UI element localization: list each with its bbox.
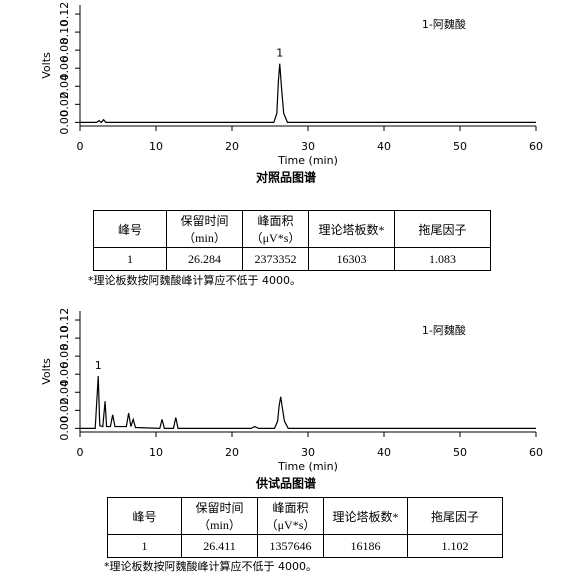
y-tick-label: 0.08 <box>58 344 71 369</box>
header-cell: 拖尾因子 <box>407 497 503 535</box>
cell: 1.083 <box>394 247 491 271</box>
y-tick-label: 0.00 <box>58 110 71 135</box>
caption: 对照品图谱 <box>256 170 316 185</box>
x-tick-label: 10 <box>149 140 163 153</box>
x-tick-label: 20 <box>225 446 239 459</box>
note: *理论板数按阿魏酸峰计算应不低于 4000。 <box>88 274 301 287</box>
cell: 16186 <box>323 534 408 558</box>
cell: 1357646 <box>257 534 324 558</box>
table-row: 1 26.284 2373352 16303 1.083 <box>93 247 491 271</box>
annotation: 1-阿魏酸 <box>422 17 466 31</box>
cell: 26.284 <box>166 247 243 271</box>
header-cell: 峰号 <box>93 210 167 248</box>
y-tick-label: 0.00 <box>58 416 71 441</box>
x-tick-label: 10 <box>149 446 163 459</box>
annotation: 1-阿魏酸 <box>422 323 466 337</box>
cell: 1.102 <box>407 534 503 558</box>
y-tick-label: 0.10 <box>58 326 71 351</box>
x-tick-label: 0 <box>77 140 84 153</box>
x-tick-label: 20 <box>225 140 239 153</box>
header-cell: 峰号 <box>107 497 182 535</box>
x-tick-label: 50 <box>453 446 467 459</box>
header-cell: 拖尾因子 <box>394 210 491 248</box>
peak-label: 1 <box>95 359 102 372</box>
header-cell: 峰面积 （μV*s） <box>257 497 324 535</box>
x-tick-label: 40 <box>377 446 391 459</box>
y-tick-label: 0.10 <box>58 20 71 45</box>
x-axis-label: Time (min) <box>277 460 338 473</box>
header-cell: 保留时间 （min） <box>181 497 258 535</box>
x-tick-label: 60 <box>529 140 543 153</box>
header-cell: 保留时间 （min） <box>166 210 243 248</box>
y-tick-label: 0.06 <box>58 56 71 81</box>
header-cell: 理论塔板数* <box>308 210 395 248</box>
x-tick-label: 0 <box>77 446 84 459</box>
table-row: 1 26.411 1357646 16186 1.102 <box>107 534 503 558</box>
y-axis-label: Volts <box>40 52 53 79</box>
y-tick-label: 0.12 <box>58 308 71 333</box>
cell: 1 <box>107 534 182 558</box>
x-tick-label: 60 <box>529 446 543 459</box>
cell: 16303 <box>308 247 395 271</box>
cell: 2373352 <box>242 247 309 271</box>
x-axis-label: Time (min) <box>277 154 338 167</box>
table: 峰号 保留时间 （min） 峰面积 （μV*s） 理论塔板数* 拖尾因子 1 26.411 1… <box>107 497 503 558</box>
table: 峰号 保留时间 （min） 峰面积 （μV*s） 理论塔板数* 拖尾因子 1 26.284 2… <box>93 210 491 271</box>
y-tick-label: 0.04 <box>58 74 71 99</box>
y-tick-label: 0.04 <box>58 380 71 405</box>
cell: 26.411 <box>181 534 258 558</box>
y-tick-label: 0.02 <box>58 398 71 423</box>
peak-label: 1 <box>276 47 283 60</box>
x-tick-label: 50 <box>453 140 467 153</box>
note: *理论板数按阿魏酸峰计算应不低于 4000。 <box>104 560 317 573</box>
y-tick-label: 0.08 <box>58 38 71 63</box>
x-tick-label: 40 <box>377 140 391 153</box>
cell: 1 <box>93 247 167 271</box>
y-axis-label: Volts <box>40 358 53 385</box>
y-tick-label: 0.06 <box>58 362 71 387</box>
trace <box>80 375 536 430</box>
x-tick-label: 30 <box>301 140 315 153</box>
table-row: 峰号 保留时间 （min） 峰面积 （μV*s） 理论塔板数* 拖尾因子 <box>107 497 503 535</box>
caption: 供试品图谱 <box>255 476 316 491</box>
x-tick-label: 30 <box>301 446 315 459</box>
y-tick-label: 0.12 <box>58 2 71 27</box>
table-row: 峰号 保留时间 （min） 峰面积 （μV*s） 理论塔板数* 拖尾因子 <box>93 210 491 248</box>
trace <box>80 63 536 124</box>
header-cell: 理论塔板数* <box>323 497 408 535</box>
y-tick-label: 0.02 <box>58 92 71 117</box>
header-cell: 峰面积 （μV*s） <box>242 210 309 248</box>
